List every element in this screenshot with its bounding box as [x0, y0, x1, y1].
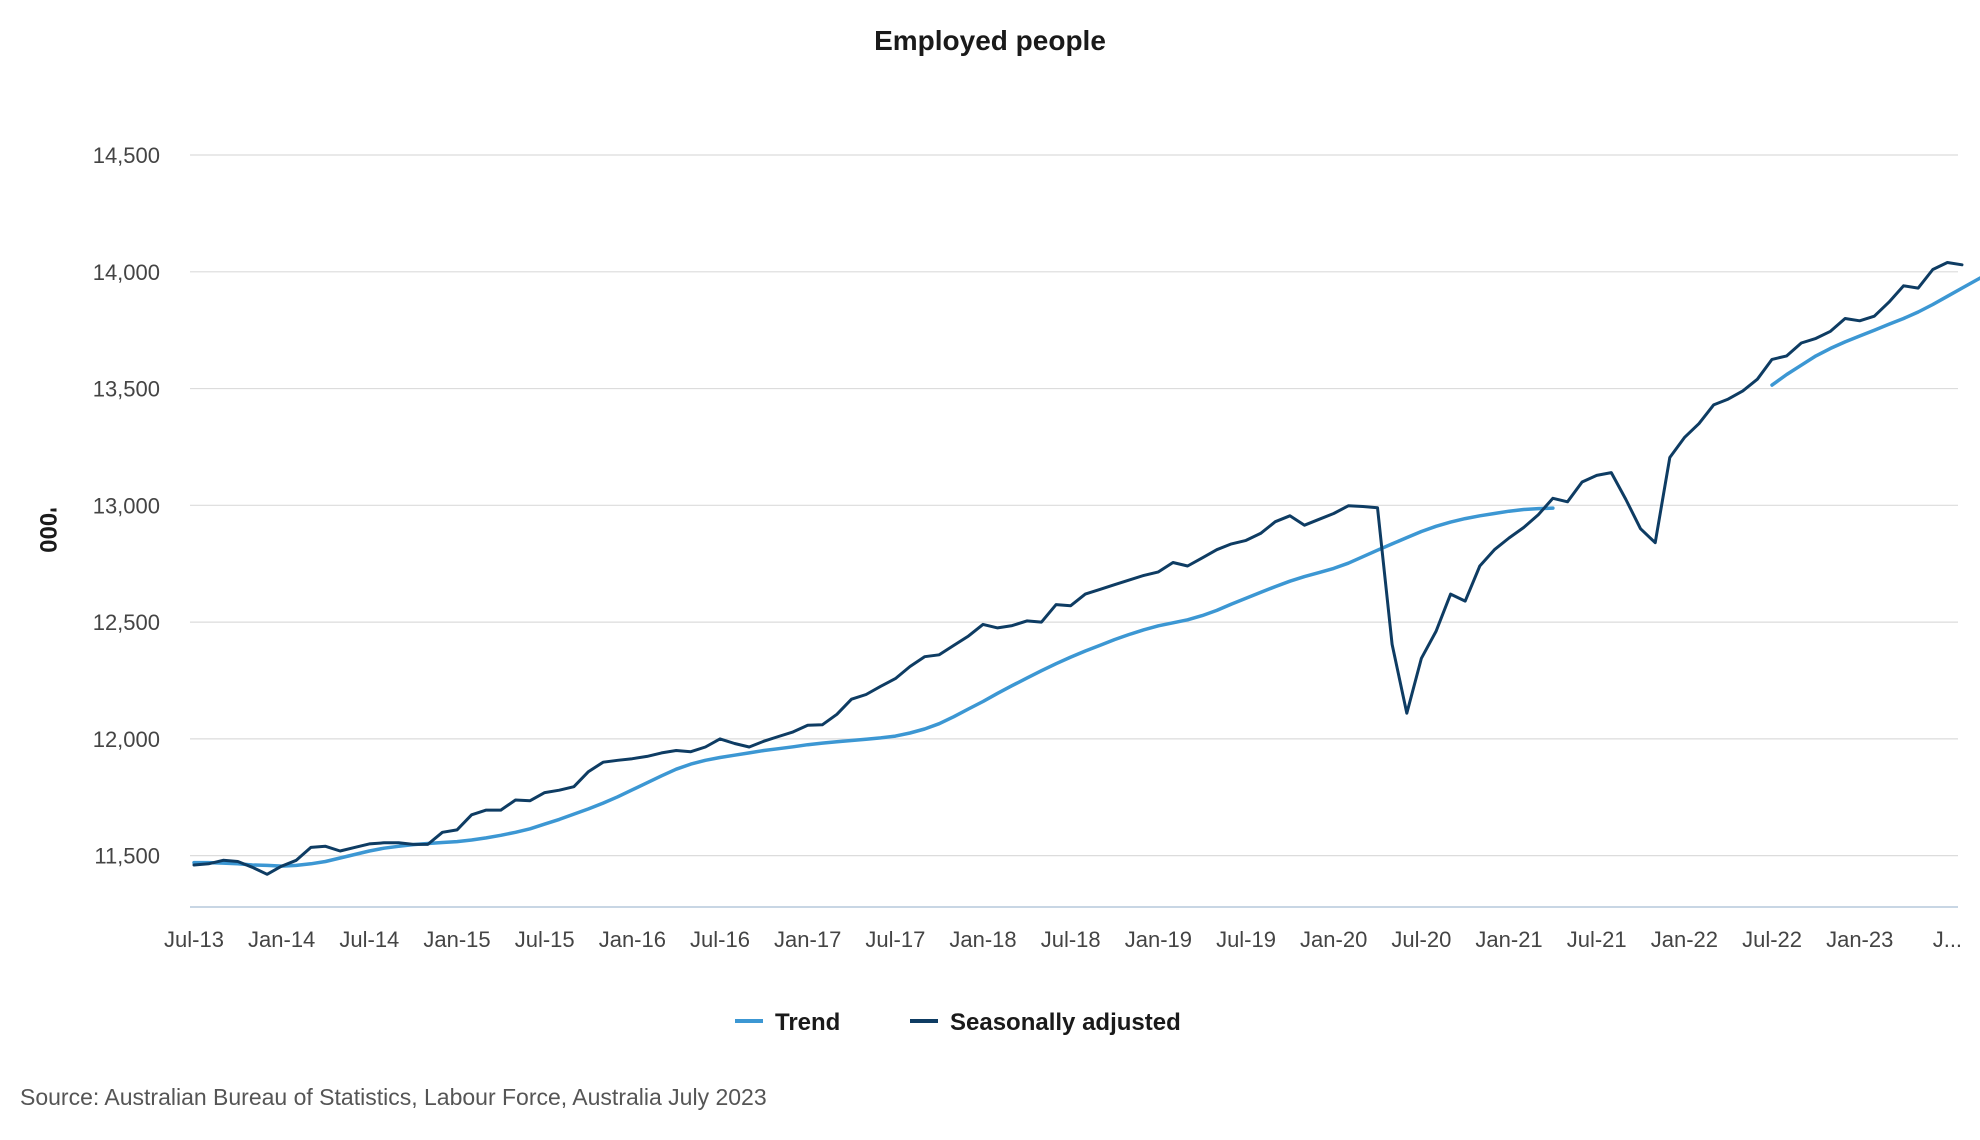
y-axis-ticks: 11,500 12,000 12,500 13,000 13,500 14,000 14,5… [93, 143, 160, 869]
y-tick-label: 11,500 [94, 844, 160, 869]
series-0 [192, 276, 1980, 868]
x-tick-label: Jan-20 [1300, 927, 1367, 952]
x-tick-label: Jul-17 [865, 927, 925, 952]
x-tick-label: Jan-15 [423, 927, 490, 952]
y-tick-label: 13,000 [93, 493, 160, 518]
x-axis-ticks: Jul-13 Jan-14 Jul-14 Jan-15 Jul-15 Jan-16 Jul-… [164, 927, 1962, 952]
x-tick-label: Jan-23 [1826, 927, 1893, 952]
x-tick-label: Jan-14 [248, 927, 315, 952]
x-tick-label: Jul-20 [1391, 927, 1451, 952]
series-1 [192, 261, 1964, 876]
y-tick-label: 14,500 [93, 143, 160, 168]
y-tick-label: 13,500 [93, 377, 160, 402]
x-tick-label: Jan-19 [1125, 927, 1192, 952]
x-tick-label: Jan-21 [1475, 927, 1542, 952]
x-tick-label: Jan-17 [774, 927, 841, 952]
gridlines [190, 154, 1958, 857]
y-axis-label: '000 [34, 507, 61, 553]
source-note: Source: Australian Bureau of Statistics,… [20, 1084, 767, 1110]
x-tick-label: Jul-15 [515, 927, 575, 952]
x-tick-label: Jul-14 [339, 927, 399, 952]
y-tick-label: 12,500 [93, 610, 160, 635]
legend: Trend Seasonally adjusted [735, 1009, 1181, 1036]
series-line [192, 506, 1555, 868]
series-line [192, 261, 1964, 876]
x-tick-label: Jul-21 [1567, 927, 1627, 952]
x-tick-label: Jan-22 [1651, 927, 1718, 952]
series-line [1770, 276, 1980, 387]
x-tick-label: Jul-13 [164, 927, 224, 952]
x-tick-label: J... [1933, 927, 1962, 952]
series-lines [192, 261, 1980, 876]
y-tick-label: 14,000 [93, 260, 160, 285]
legend-label: Trend [775, 1009, 840, 1036]
legend-label: Seasonally adjusted [950, 1009, 1181, 1036]
x-tick-label: Jul-18 [1041, 927, 1101, 952]
y-tick-label: 12,000 [93, 727, 160, 752]
x-tick-label: Jul-19 [1216, 927, 1276, 952]
x-tick-label: Jul-16 [690, 927, 750, 952]
x-tick-label: Jul-22 [1742, 927, 1802, 952]
x-tick-label: Jan-18 [949, 927, 1016, 952]
chart-title: Employed people [874, 25, 1106, 56]
x-tick-label: Jan-16 [599, 927, 666, 952]
